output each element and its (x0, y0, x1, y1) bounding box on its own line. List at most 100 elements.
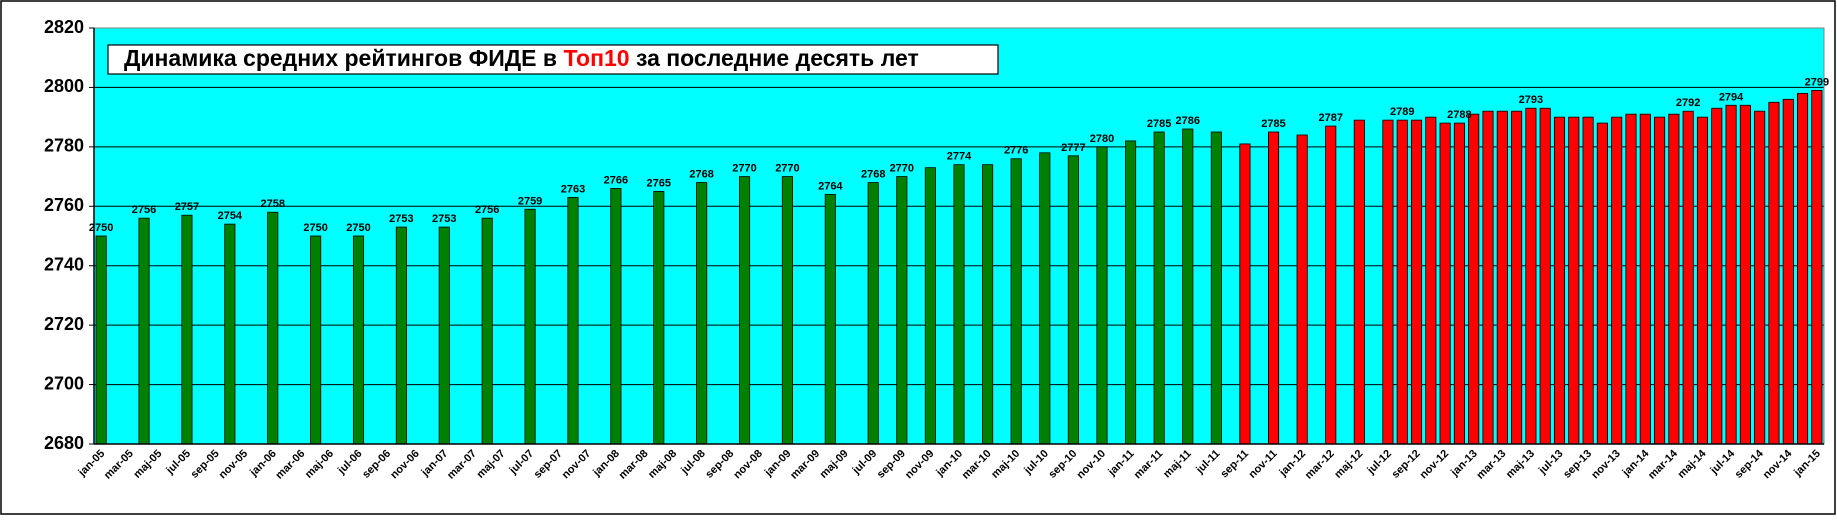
data-label: 2780 (1090, 133, 1114, 145)
bar (1182, 128, 1194, 445)
data-label: 2789 (1390, 106, 1414, 118)
data-label: 2799 (1805, 76, 1829, 88)
data-label: 2786 (1176, 115, 1200, 127)
bar (1539, 107, 1551, 445)
bar (310, 235, 322, 445)
bar (1210, 131, 1222, 445)
bar (867, 182, 879, 445)
y-tick-label: 2820 (44, 17, 84, 37)
data-label: 2756 (132, 204, 156, 216)
title-highlight: Топ10 (563, 45, 629, 71)
bar (1153, 131, 1165, 445)
bar (1582, 116, 1594, 445)
bar (1125, 140, 1137, 445)
data-label: 2750 (346, 222, 370, 234)
bar (95, 235, 107, 445)
bar (896, 176, 908, 445)
bar (1596, 122, 1608, 445)
bar (481, 217, 493, 445)
bar (1811, 90, 1823, 445)
bar (1267, 131, 1280, 445)
data-label: 2757 (175, 201, 199, 213)
bar (567, 196, 579, 445)
data-label: 2759 (518, 195, 542, 207)
data-label: 2770 (732, 163, 756, 175)
bar (1296, 134, 1308, 445)
bar (1725, 104, 1737, 445)
bars (95, 90, 1823, 445)
bar (1468, 113, 1480, 445)
bar (1067, 155, 1079, 445)
bar (1525, 107, 1537, 445)
title-box (107, 44, 999, 75)
bar (224, 223, 236, 445)
bar (1754, 110, 1766, 445)
bar (1611, 116, 1623, 445)
bar (1739, 104, 1751, 445)
y-tick-label: 2720 (44, 314, 84, 334)
bar (1239, 143, 1251, 445)
y-tick-label: 2800 (44, 76, 84, 96)
bar (1482, 110, 1494, 445)
data-label: 2756 (475, 204, 499, 216)
bar (1797, 92, 1809, 445)
data-label: 2774 (947, 151, 972, 163)
bar (824, 193, 836, 445)
bar (181, 214, 193, 445)
chart-title: Динамика средних рейтингов ФИДЕ в Топ10 … (124, 45, 919, 71)
bar (1496, 110, 1508, 445)
data-label: 2770 (890, 163, 914, 175)
bar (1439, 122, 1451, 445)
bar (1654, 116, 1666, 445)
bar (953, 164, 965, 445)
bar (1039, 152, 1051, 445)
bar (738, 176, 751, 445)
bar (1682, 110, 1694, 445)
data-label: 2785 (1261, 118, 1285, 130)
data-label: 2758 (260, 198, 284, 210)
bar (1410, 119, 1423, 445)
bar (982, 164, 994, 445)
bar (1668, 113, 1680, 445)
data-label: 2753 (432, 213, 456, 225)
bar (610, 188, 622, 445)
data-label: 2768 (861, 169, 885, 181)
bar (1353, 119, 1365, 445)
bar (1396, 119, 1408, 445)
data-label: 2763 (561, 183, 585, 195)
bar (653, 191, 665, 445)
data-label: 2776 (1004, 145, 1028, 157)
data-label: 2777 (1061, 142, 1085, 154)
bar (1425, 116, 1437, 445)
bar (1010, 158, 1022, 445)
data-label: 2792 (1676, 97, 1700, 109)
bar (1639, 113, 1651, 445)
data-label: 2768 (689, 169, 713, 181)
bar (1453, 122, 1465, 445)
data-label: 2770 (775, 163, 799, 175)
bar (1568, 116, 1580, 445)
data-label: 2793 (1519, 94, 1543, 106)
data-label: 2788 (1447, 109, 1471, 121)
y-tick-label: 2680 (44, 433, 84, 453)
bar (524, 208, 536, 445)
bar (138, 217, 150, 445)
title-part: за последние десять лет (630, 45, 919, 71)
data-label: 2787 (1318, 112, 1342, 124)
data-label: 2754 (218, 210, 243, 222)
bar (352, 235, 365, 445)
y-tick-label: 2700 (44, 373, 84, 393)
bar (395, 226, 407, 445)
data-label: 2766 (604, 174, 628, 186)
bar (696, 182, 708, 445)
bar (1325, 125, 1337, 445)
bar (1511, 110, 1523, 445)
bar (1711, 107, 1723, 445)
y-tick-label: 2780 (44, 136, 84, 156)
bar (1768, 101, 1780, 445)
data-label: 2764 (818, 180, 843, 192)
bar (1382, 119, 1394, 445)
data-label: 2753 (389, 213, 413, 225)
bar (781, 176, 793, 445)
